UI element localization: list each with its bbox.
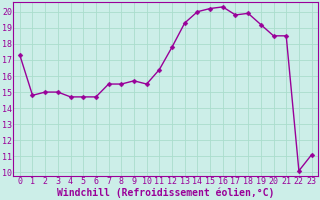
X-axis label: Windchill (Refroidissement éolien,°C): Windchill (Refroidissement éolien,°C) xyxy=(57,187,274,198)
